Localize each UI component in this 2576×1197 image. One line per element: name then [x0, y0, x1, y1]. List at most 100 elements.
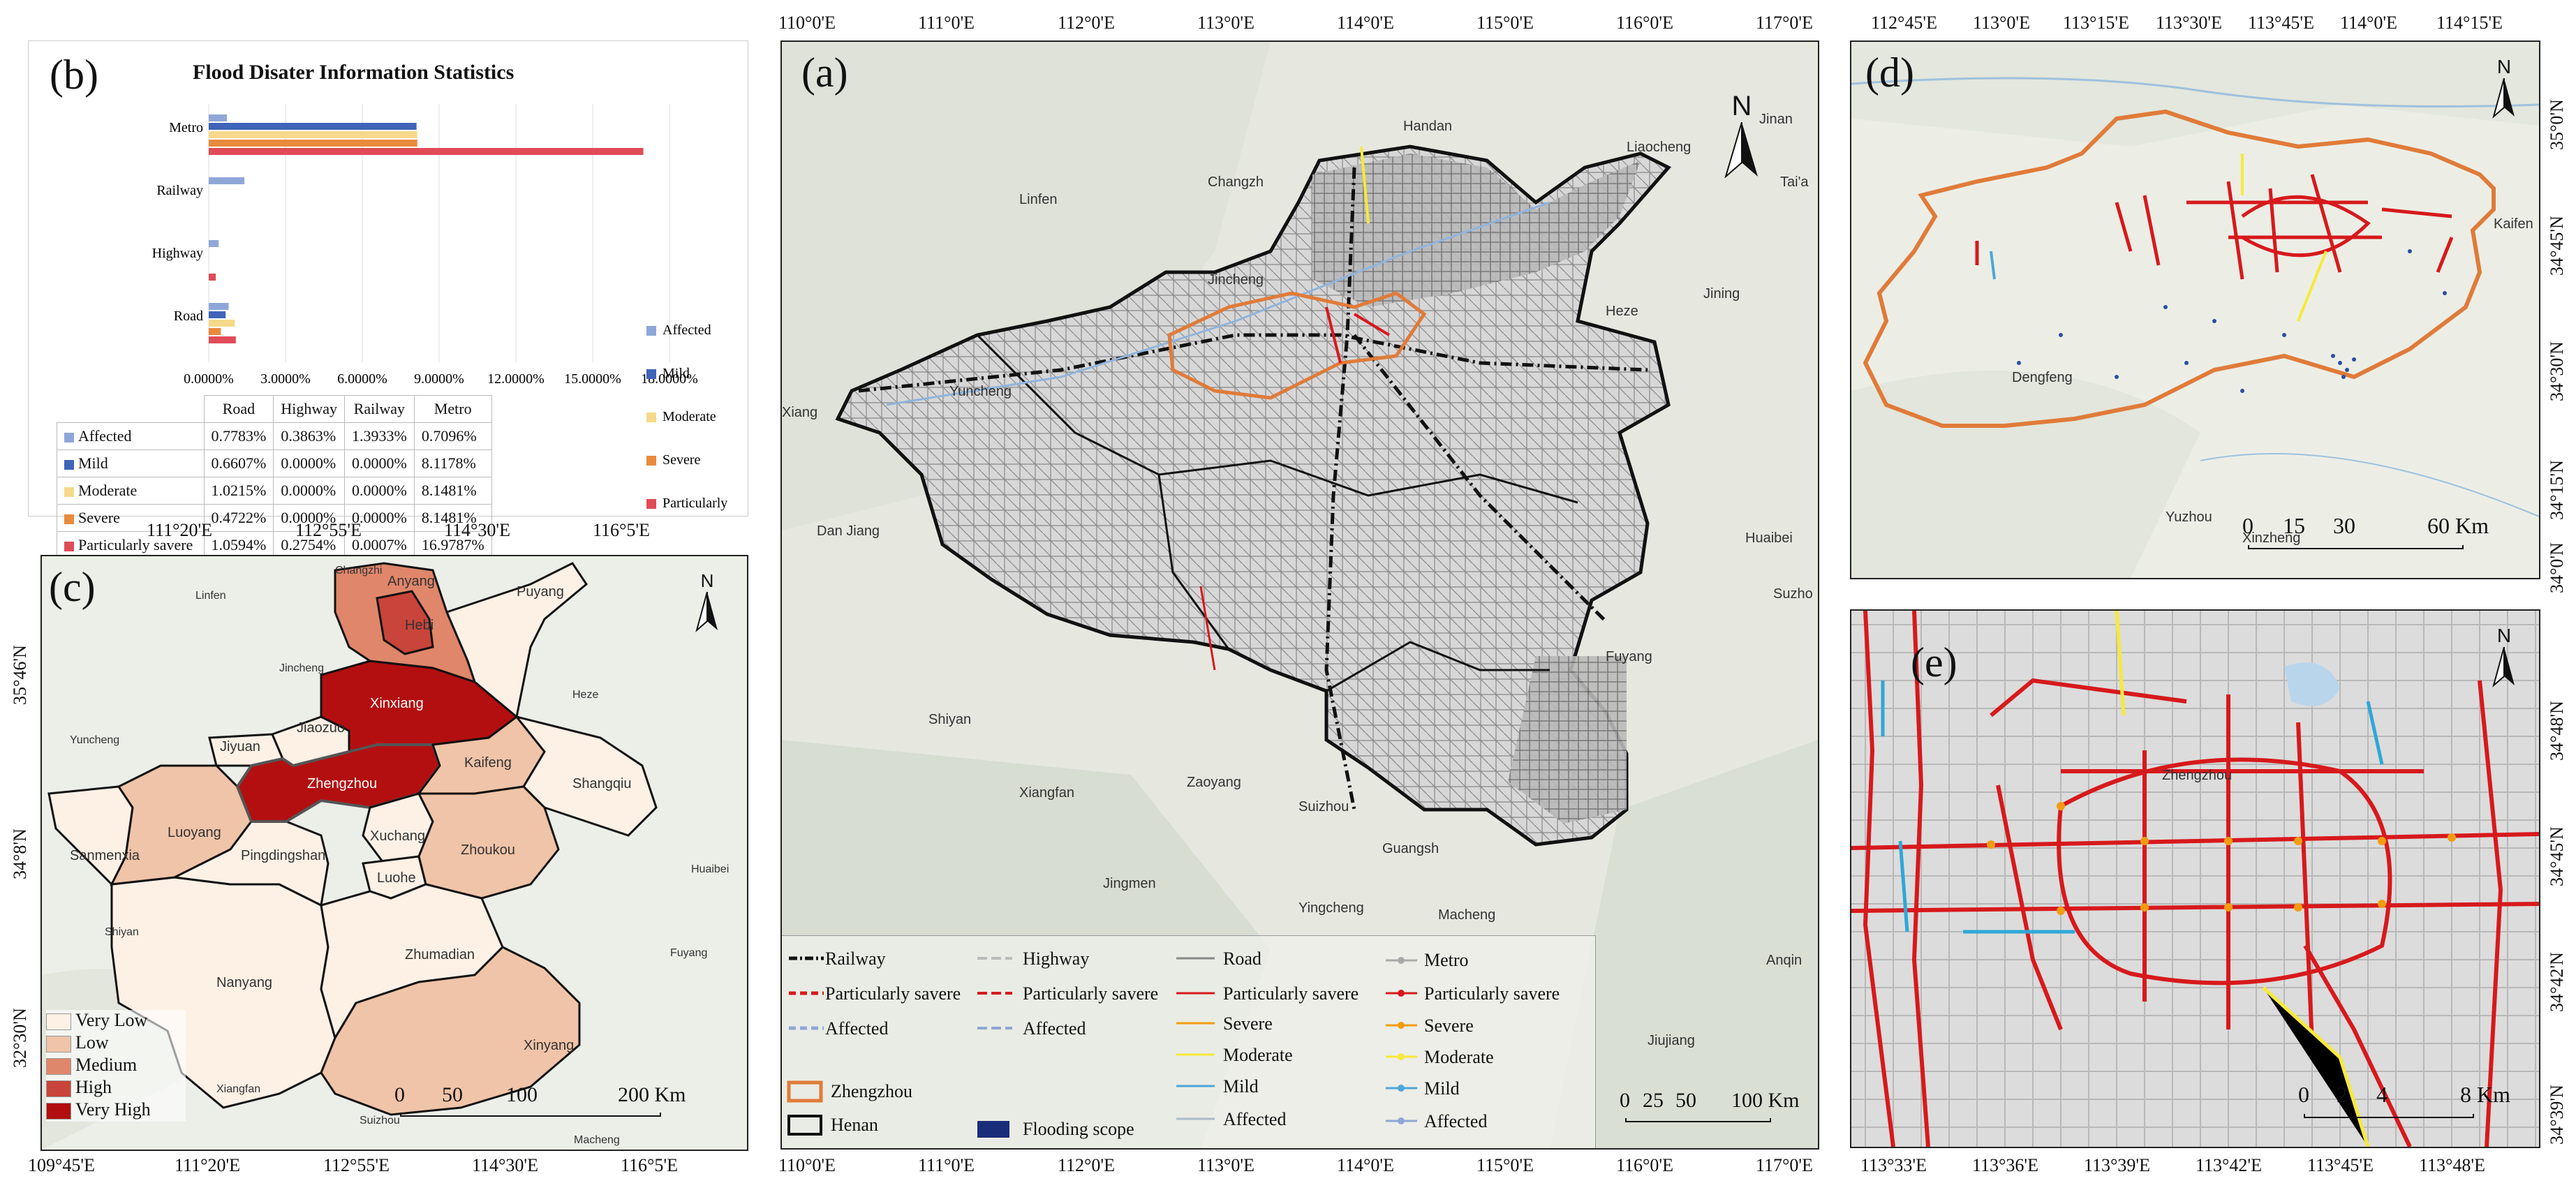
legend-swatch	[46, 1080, 71, 1098]
lake	[2284, 662, 2340, 706]
city-label: Sanmenxia	[70, 848, 140, 863]
legend-label: savere	[662, 512, 698, 516]
table-row: Particularly savere 1.0594% 0.2754% 0.00…	[57, 531, 492, 559]
c-top-coord: 112°55'E	[295, 520, 362, 540]
row-label: Severe	[57, 504, 205, 532]
table-row: Severe 0.4722% 0.0000% 0.0000% 8.1481%	[57, 504, 492, 532]
legend-label: Mild	[1223, 1076, 1259, 1096]
table-cell: 1.3933%	[343, 422, 415, 450]
e-right-coord: 34°42'N	[2547, 952, 2567, 1012]
legend-swatch	[46, 1036, 71, 1053]
table-cell: 0.7783%	[203, 422, 274, 450]
d-top-coord: 114°0'E	[2340, 13, 2397, 33]
zhengzhou-overview-map	[1851, 42, 2539, 578]
region-hebi	[376, 590, 434, 655]
city-label: Anyang	[387, 574, 435, 589]
place-label: Jingmen	[1103, 876, 1156, 891]
legend-swatch	[46, 1013, 71, 1031]
legend-label: High	[75, 1077, 112, 1097]
city-label: Kaifeng	[464, 755, 512, 771]
row-label: Mild	[57, 449, 205, 477]
legend-label: Moderate	[1223, 1045, 1293, 1065]
d-top-coord: 113°45'E	[2248, 13, 2314, 33]
city-label: Puyang	[517, 584, 564, 600]
scale-label: 0	[1620, 1089, 1630, 1112]
legend-label: Very High	[75, 1099, 151, 1120]
scale-label: 4	[2376, 1082, 2388, 1107]
city-label: Shangqiu	[572, 776, 632, 791]
place-label: Guangsh	[1382, 841, 1439, 856]
city-label: Hebi	[405, 618, 434, 633]
prefecture-boundary	[1157, 474, 1230, 650]
place-label: Yuzhou	[2166, 510, 2212, 525]
city-label: Zhengzhou	[307, 776, 378, 791]
bar	[209, 240, 219, 247]
region-puyang	[445, 562, 588, 719]
railway-line	[1324, 167, 1356, 810]
legend-label: Particularly savere	[825, 983, 961, 1004]
legend-label: Mild	[662, 366, 690, 381]
table-cell: 0.0000%	[273, 449, 345, 477]
moderate-segment	[2297, 251, 2327, 322]
table-cell: 0.3863%	[273, 422, 345, 450]
place-label: Dengfeng	[2012, 370, 2073, 385]
scale-label: 25	[1643, 1089, 1664, 1112]
scale-label: 50	[442, 1083, 463, 1106]
row-label: Moderate	[57, 477, 205, 505]
legend-label: Moderate	[1424, 1047, 1494, 1067]
north-label: N	[1731, 91, 1752, 121]
legend-label: Metro	[1424, 950, 1469, 970]
henan-province	[835, 144, 1672, 847]
y-tick-label: Road	[174, 308, 203, 324]
a-top-coord: 112°0'E	[1058, 13, 1115, 33]
place-label: Shiyan	[105, 926, 139, 938]
place-label: Jiujiang	[1648, 1033, 1695, 1048]
table-cell: 0.0000%	[273, 504, 345, 532]
place-label: Shiyan	[928, 712, 972, 727]
a-bottom-coord: 112°0'E	[1058, 1155, 1115, 1175]
table-cell: 0.0000%	[343, 449, 415, 477]
place-label: Jincheng	[279, 662, 325, 674]
panel-a-map: (a) Handan Liaocheng Jinan Tai'a Changzh…	[780, 40, 1819, 1150]
place-label: Linfen	[1019, 192, 1058, 207]
e-bottom-coord: 113°39'E	[2084, 1155, 2150, 1175]
scale-label: 30	[2333, 513, 2355, 538]
scale-label: 100 Km	[1731, 1089, 1800, 1112]
north-label: N	[2496, 56, 2512, 77]
place-label: Huaibei	[691, 863, 730, 875]
place-label: Tai'a	[1780, 174, 1809, 190]
stats-table: Road Highway Railway Metro Affected 0.77…	[57, 395, 492, 559]
scale-label: 0	[2298, 1082, 2309, 1107]
y-tick-label: Highway	[152, 246, 203, 261]
legend-label: Medium	[75, 1055, 138, 1075]
row-label-text: Particularly savere	[78, 536, 193, 553]
place-label: Changzh	[1208, 174, 1264, 190]
zhengzhou-boundary	[1167, 291, 1427, 400]
place-label: Dan Jiang	[817, 523, 880, 539]
region-shangqiu	[514, 715, 658, 837]
north-arrow-icon: N	[2487, 56, 2522, 126]
place-label: Yuncheng	[949, 384, 1012, 399]
terrain-shade	[1851, 42, 2539, 147]
network-legend: Railway Particularly savere Affected Zhe…	[782, 935, 1596, 1148]
scale-label: 2	[2337, 1082, 2348, 1107]
terrain-shade	[1550, 740, 1818, 1148]
legend-label: Particularly savere	[1424, 983, 1560, 1004]
place-label: Anqin	[1766, 953, 1803, 968]
e-bottom-coord: 113°33'E	[1860, 1155, 1927, 1175]
row-label-text: Moderate	[78, 482, 138, 499]
c-top-coord: 116°5'E	[593, 520, 650, 540]
legend-label: Very Low	[75, 1010, 148, 1030]
d-top-coord: 113°15'E	[2063, 13, 2129, 33]
a-top-coord: 114°0'E	[1337, 13, 1394, 33]
place-label: Fuyang	[1606, 649, 1652, 664]
flood-bar-chart: 0.0000% 3.0000% 6.0000% 9.0000% 12.0000% 15.0…	[152, 104, 727, 516]
scale-bar: 0 15 30 60 Km	[2242, 513, 2529, 562]
legend-item: Very Low	[46, 1010, 186, 1032]
legend-label: Severe	[1424, 1016, 1474, 1036]
d-top-coord: 113°30'E	[2156, 13, 2222, 33]
e-right-coord: 34°45'N	[2547, 826, 2567, 886]
d-right-coord: 34°45'N	[2547, 216, 2567, 276]
table-cell: 8.1481%	[413, 477, 492, 505]
legend-label: Particularly savere	[1223, 983, 1359, 1004]
